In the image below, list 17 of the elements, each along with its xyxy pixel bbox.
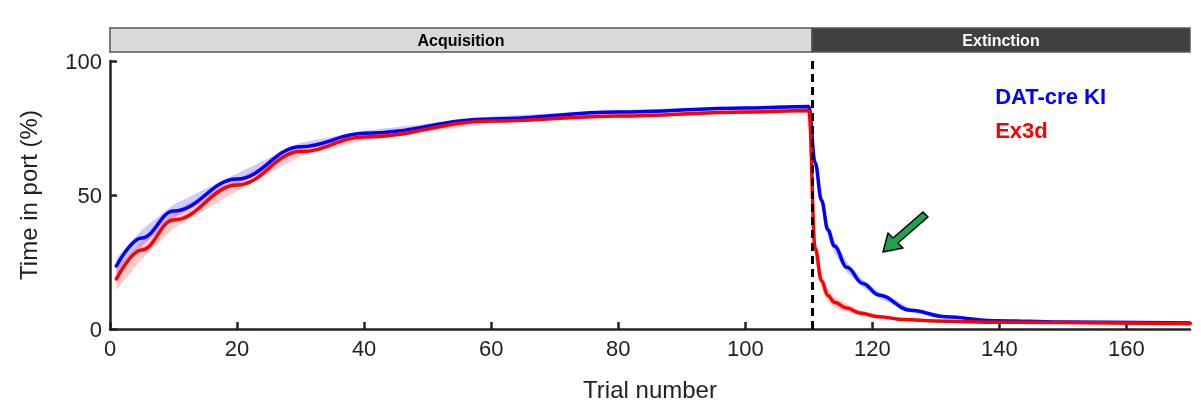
x-tick-label: 40 (351, 335, 377, 361)
x-tick-label: 20 (224, 335, 250, 361)
y-axis-title: Time in port (%) (14, 110, 42, 280)
x-axis-title: Trial number (583, 375, 717, 403)
text: DAT-cre KI (995, 83, 1107, 109)
y-tick-label: 50 (77, 182, 102, 208)
x-tick-label: 160 (1108, 335, 1145, 361)
x-tick-label: 140 (981, 335, 1018, 361)
text: Extinction (962, 31, 1040, 49)
x-tick-label: 100 (726, 335, 764, 361)
y-tick-label: 100 (65, 48, 102, 74)
x-tick-label: 120 (853, 335, 891, 361)
text: Acquisition (417, 31, 505, 49)
x-tick-label: 80 (605, 335, 631, 361)
x-tick-label: 60 (478, 335, 504, 361)
text: Ex3d (995, 117, 1048, 143)
y-tick-label: 0 (89, 316, 102, 342)
